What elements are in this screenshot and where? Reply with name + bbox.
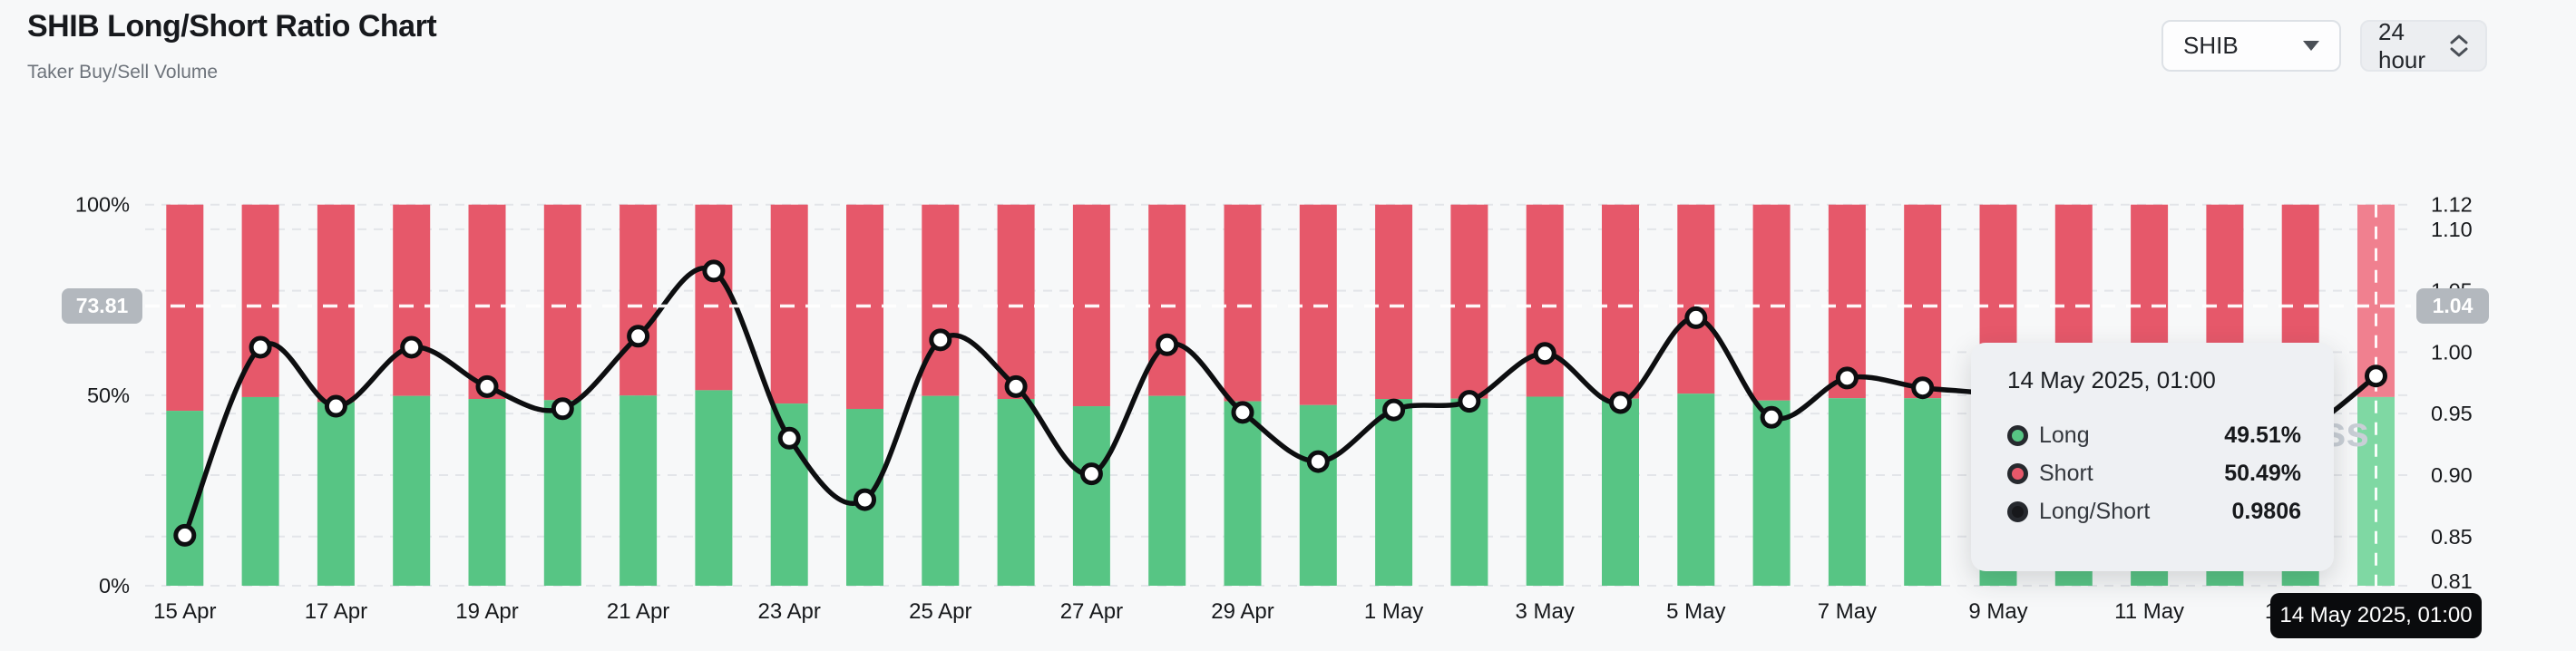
x-axis-tick: 5 May <box>1666 599 1725 624</box>
tooltip-row-short: Short 50.49% <box>2007 454 2301 492</box>
tooltip-row-long: Long 49.51% <box>2007 416 2301 454</box>
left-axis-tick: 0% <box>99 574 130 598</box>
tooltip-row-ratio: Long/Short 0.9806 <box>2007 492 2301 530</box>
right-axis-tick: 0.81 <box>2431 569 2473 593</box>
left-axis-tick: 100% <box>75 193 130 217</box>
left-axis-crosshair-badge: 73.81 <box>62 288 142 324</box>
x-axis-tick: 19 Apr <box>455 599 518 624</box>
x-axis-tick: 29 Apr <box>1211 599 1273 624</box>
x-axis-crosshair-badge: 14 May 2025, 01:00 <box>2270 593 2482 638</box>
tooltip-long-value: 49.51% <box>2224 422 2301 448</box>
long-dot-icon <box>2007 424 2028 446</box>
x-axis-tick: 25 Apr <box>909 599 971 624</box>
tooltip-ratio-value: 0.9806 <box>2231 498 2301 524</box>
tooltip-short-label: Short <box>2039 460 2093 486</box>
x-axis-tick: 1 May <box>1364 599 1423 624</box>
tooltip-ratio-label: Long/Short <box>2039 498 2151 524</box>
interval-dropdown[interactable]: 24 hour <box>2360 17 2487 73</box>
symbol-dropdown[interactable]: SHIB <box>2161 20 2341 72</box>
left-axis-tick: 50% <box>87 384 130 407</box>
interval-dropdown-value: 24 hour <box>2378 17 2426 73</box>
x-axis-tick: 15 Apr <box>153 599 216 624</box>
x-axis-tick: 17 Apr <box>305 599 367 624</box>
x-axis-tick: 27 Apr <box>1060 599 1123 624</box>
x-axis-tick: 11 May <box>2114 599 2184 624</box>
x-axis-tick: 21 Apr <box>607 599 669 624</box>
x-axis-tick: 23 Apr <box>758 599 821 624</box>
x-axis-tick: 3 May <box>1516 599 1575 624</box>
tooltip-long-label: Long <box>2039 422 2090 448</box>
tooltip-short-value: 50.49% <box>2224 460 2301 486</box>
symbol-dropdown-value: SHIB <box>2183 32 2239 59</box>
ratio-dot-icon <box>2007 500 2028 522</box>
right-axis-tick: 1.12 <box>2431 193 2473 217</box>
right-axis-tick: 0.85 <box>2431 525 2473 549</box>
up-down-chevrons-icon <box>2449 34 2469 58</box>
page-title: SHIB Long/Short Ratio Chart <box>27 9 437 44</box>
x-axis-tick: 9 May <box>1968 599 2027 624</box>
right-axis-tick: 1.00 <box>2431 340 2473 364</box>
caret-down-icon <box>2303 41 2319 51</box>
x-axis-tick: 7 May <box>1818 599 1877 624</box>
tooltip-title: 14 May 2025, 01:00 <box>2007 366 2216 394</box>
page-subtitle: Taker Buy/Sell Volume <box>27 62 219 83</box>
chart-tooltip: 14 May 2025, 01:00 Long 49.51% Short 50.… <box>1971 343 2334 571</box>
short-dot-icon <box>2007 462 2028 484</box>
right-axis-tick: 0.95 <box>2431 402 2473 425</box>
right-axis-tick: 1.10 <box>2431 218 2473 241</box>
right-axis-tick: 0.90 <box>2431 463 2473 487</box>
right-axis-crosshair-badge: 1.04 <box>2416 288 2489 324</box>
